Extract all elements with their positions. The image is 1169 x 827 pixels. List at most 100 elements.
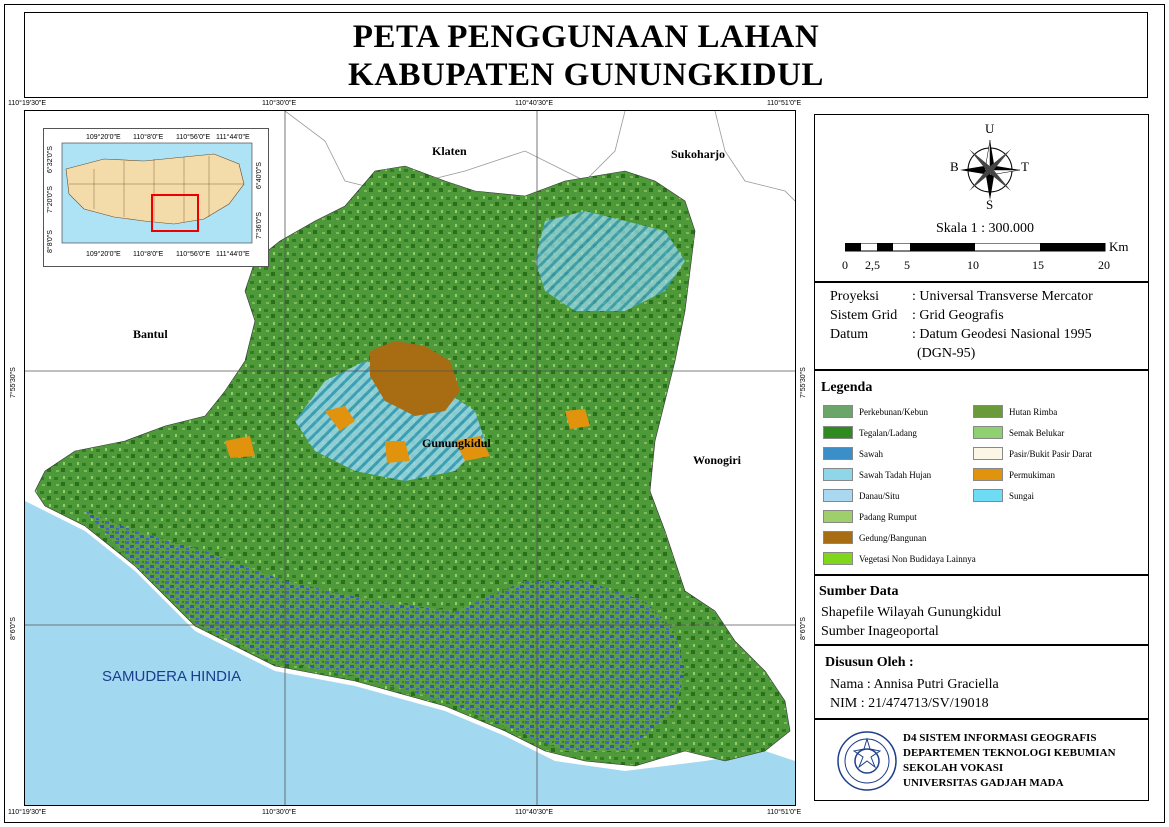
compass-south: S — [986, 197, 994, 212]
coord-bottom-1: 110°19'30"E — [8, 809, 47, 816]
grid-value: : Grid Geografis — [912, 308, 1004, 323]
legend-label: Sawah Tadah Hujan — [859, 469, 932, 480]
inset-highlight — [151, 194, 199, 232]
scale-unit: Km — [1109, 239, 1129, 254]
compass-east: T — [1021, 159, 1029, 174]
institution-line-2: DEPARTEMEN TEKNOLOGI KEBUMIAN — [903, 747, 1116, 759]
author-panel: Disusun Oleh : Nama : Annisa Putri Graci… — [814, 645, 1149, 719]
legend-item: Tegalan/Ladang — [823, 426, 917, 439]
inset-top-2: 110°8'0"E — [133, 134, 164, 141]
outer-frame — [4, 4, 1165, 823]
legend-item: Hutan Rimba — [973, 405, 1057, 418]
coord-right-1: 7°55'30"S — [800, 367, 807, 398]
legend-item: Sungai — [973, 489, 1034, 502]
legend-swatch — [973, 405, 1003, 418]
scale-tick-5: 20 — [1098, 258, 1110, 272]
scale-tick-0: 0 — [842, 258, 848, 272]
legend-label: Permukiman — [1009, 469, 1055, 480]
title-box: PETA PENGGUNAAN LAHAN KABUPATEN GUNUNGKI… — [24, 12, 1148, 98]
place-wonogiri: Wonogiri — [693, 453, 742, 467]
scale-tick-1: 2,5 — [865, 258, 880, 272]
inset-right-2: 7°36'0"S — [256, 212, 263, 239]
legend-swatch — [973, 489, 1003, 502]
legend-label: Danau/Situ — [859, 490, 900, 501]
scale-tick-4: 15 — [1032, 258, 1044, 272]
legend-title: Legenda — [821, 380, 873, 395]
legend-swatch — [823, 426, 853, 439]
institution-line-3: SEKOLAH VOKASI — [903, 762, 1004, 774]
land-use-map — [25, 111, 795, 805]
coord-left-2: 8°6'0"S — [10, 617, 17, 640]
legend-item: Gedung/Bangunan — [823, 531, 927, 544]
legend-swatch — [823, 552, 853, 565]
legend-swatch — [973, 468, 1003, 481]
inset-top-4: 111°44'0"E — [216, 134, 250, 141]
inset-bottom-1: 109°20'0"E — [86, 251, 121, 258]
inset-right-1: 6°40'0"S — [256, 162, 263, 189]
legend-item: Permukiman — [973, 468, 1055, 481]
institution-line-1: D4 SISTEM INFORMASI GEOGRAFIS — [903, 732, 1097, 744]
datum-label: Datum — [830, 327, 869, 342]
coord-bottom-3: 110°40'30"E — [515, 809, 554, 816]
legend-label: Hutan Rimba — [1009, 406, 1058, 417]
source-title: Sumber Data — [819, 584, 899, 599]
institution-line-4: UNIVERSITAS GADJAH MADA — [903, 777, 1064, 789]
scale-bar — [845, 243, 1106, 252]
legend-label: Tegalan/Ladang — [859, 427, 917, 438]
sea-area — [25, 501, 795, 805]
legend-item: Danau/Situ — [823, 489, 900, 502]
proyeksi-value: : Universal Transverse Mercator — [912, 289, 1093, 304]
coord-bottom-2: 110°30'0"E — [262, 809, 297, 816]
place-gunungkidul: Gunungkidul — [422, 436, 491, 450]
datum-value: : Datum Geodesi Nasional 1995 — [912, 327, 1092, 342]
map-title-line1: PETA PENGGUNAAN LAHAN — [352, 19, 820, 55]
legend-item: Padang Rumput — [823, 510, 917, 523]
legend-label: Padang Rumput — [859, 511, 917, 522]
legend-label: Pasir/Bukit Pasir Darat — [1009, 448, 1092, 459]
inset-bottom-4: 111°44'0"E — [216, 251, 250, 258]
legend-swatch — [823, 447, 853, 460]
legend-item: Vegetasi Non Budidaya Lainnya — [823, 552, 976, 565]
scale-tick-3: 10 — [967, 258, 979, 272]
coord-top-1: 110°19'30"E — [8, 100, 47, 107]
map-frame: Klaten Sukoharjo Bantul Gunungkidul Wono… — [24, 110, 796, 806]
compass-north: U — [985, 121, 995, 136]
coord-top-3: 110°40'30"E — [515, 100, 554, 107]
scale-tick-2: 5 — [904, 258, 910, 272]
inset-top-3: 110°56'0"E — [176, 134, 211, 141]
inset-bottom-2: 110°8'0"E — [133, 251, 164, 258]
legend-swatch — [823, 405, 853, 418]
author-title: Disusun Oleh : — [825, 655, 914, 670]
datum-value-2: (DGN-95) — [917, 346, 976, 361]
legend-item: Semak Belukar — [973, 426, 1064, 439]
legend-swatch — [823, 510, 853, 523]
legend-item: Sawah Tadah Hujan — [823, 468, 931, 481]
map-title-line2: KABUPATEN GUNUNGKIDUL — [348, 57, 824, 93]
scale-text: Skala 1 : 300.000 — [936, 221, 1034, 236]
source-panel: Sumber Data Shapefile Wilayah Gunungkidu… — [814, 575, 1149, 645]
inset-left-1: 6°32'0"S — [47, 146, 54, 173]
inset-map: 109°20'0"E 110°8'0"E 110°56'0"E 111°44'0… — [43, 128, 269, 267]
projection-panel: Proyeksi : Universal Transverse Mercator… — [814, 282, 1149, 370]
coord-top-4: 110°51'0"E — [767, 100, 802, 107]
legend-label: Vegetasi Non Budidaya Lainnya — [859, 553, 976, 564]
inset-top-1: 109°20'0"E — [86, 134, 121, 141]
legend-swatch — [973, 447, 1003, 460]
proyeksi-label: Proyeksi — [830, 289, 879, 304]
compass-west: B — [950, 159, 959, 174]
legend-swatch — [823, 531, 853, 544]
legend-item: Perkebunan/Kebun — [823, 405, 928, 418]
compass-scale-panel: U S B T Skala 1 : 300.000 Km 0 2,5 5 10 … — [814, 114, 1149, 282]
legend-label: Sawah — [859, 448, 883, 459]
legend-swatch — [973, 426, 1003, 439]
grid-label: Sistem Grid — [830, 308, 898, 323]
legend-label: Gedung/Bangunan — [859, 532, 927, 543]
source-line-1: Shapefile Wilayah Gunungkidul — [821, 605, 1002, 620]
legend-swatch — [823, 489, 853, 502]
legend-item: Sawah — [823, 447, 883, 460]
place-sukoharjo: Sukoharjo — [671, 147, 726, 161]
sea-label: SAMUDERA HINDIA — [102, 668, 242, 685]
legend-panel: Legenda Perkebunan/Kebun Tegalan/Ladang Sa… — [814, 370, 1149, 575]
coord-top-2: 110°30'0"E — [262, 100, 297, 107]
place-klaten: Klaten — [432, 144, 467, 158]
